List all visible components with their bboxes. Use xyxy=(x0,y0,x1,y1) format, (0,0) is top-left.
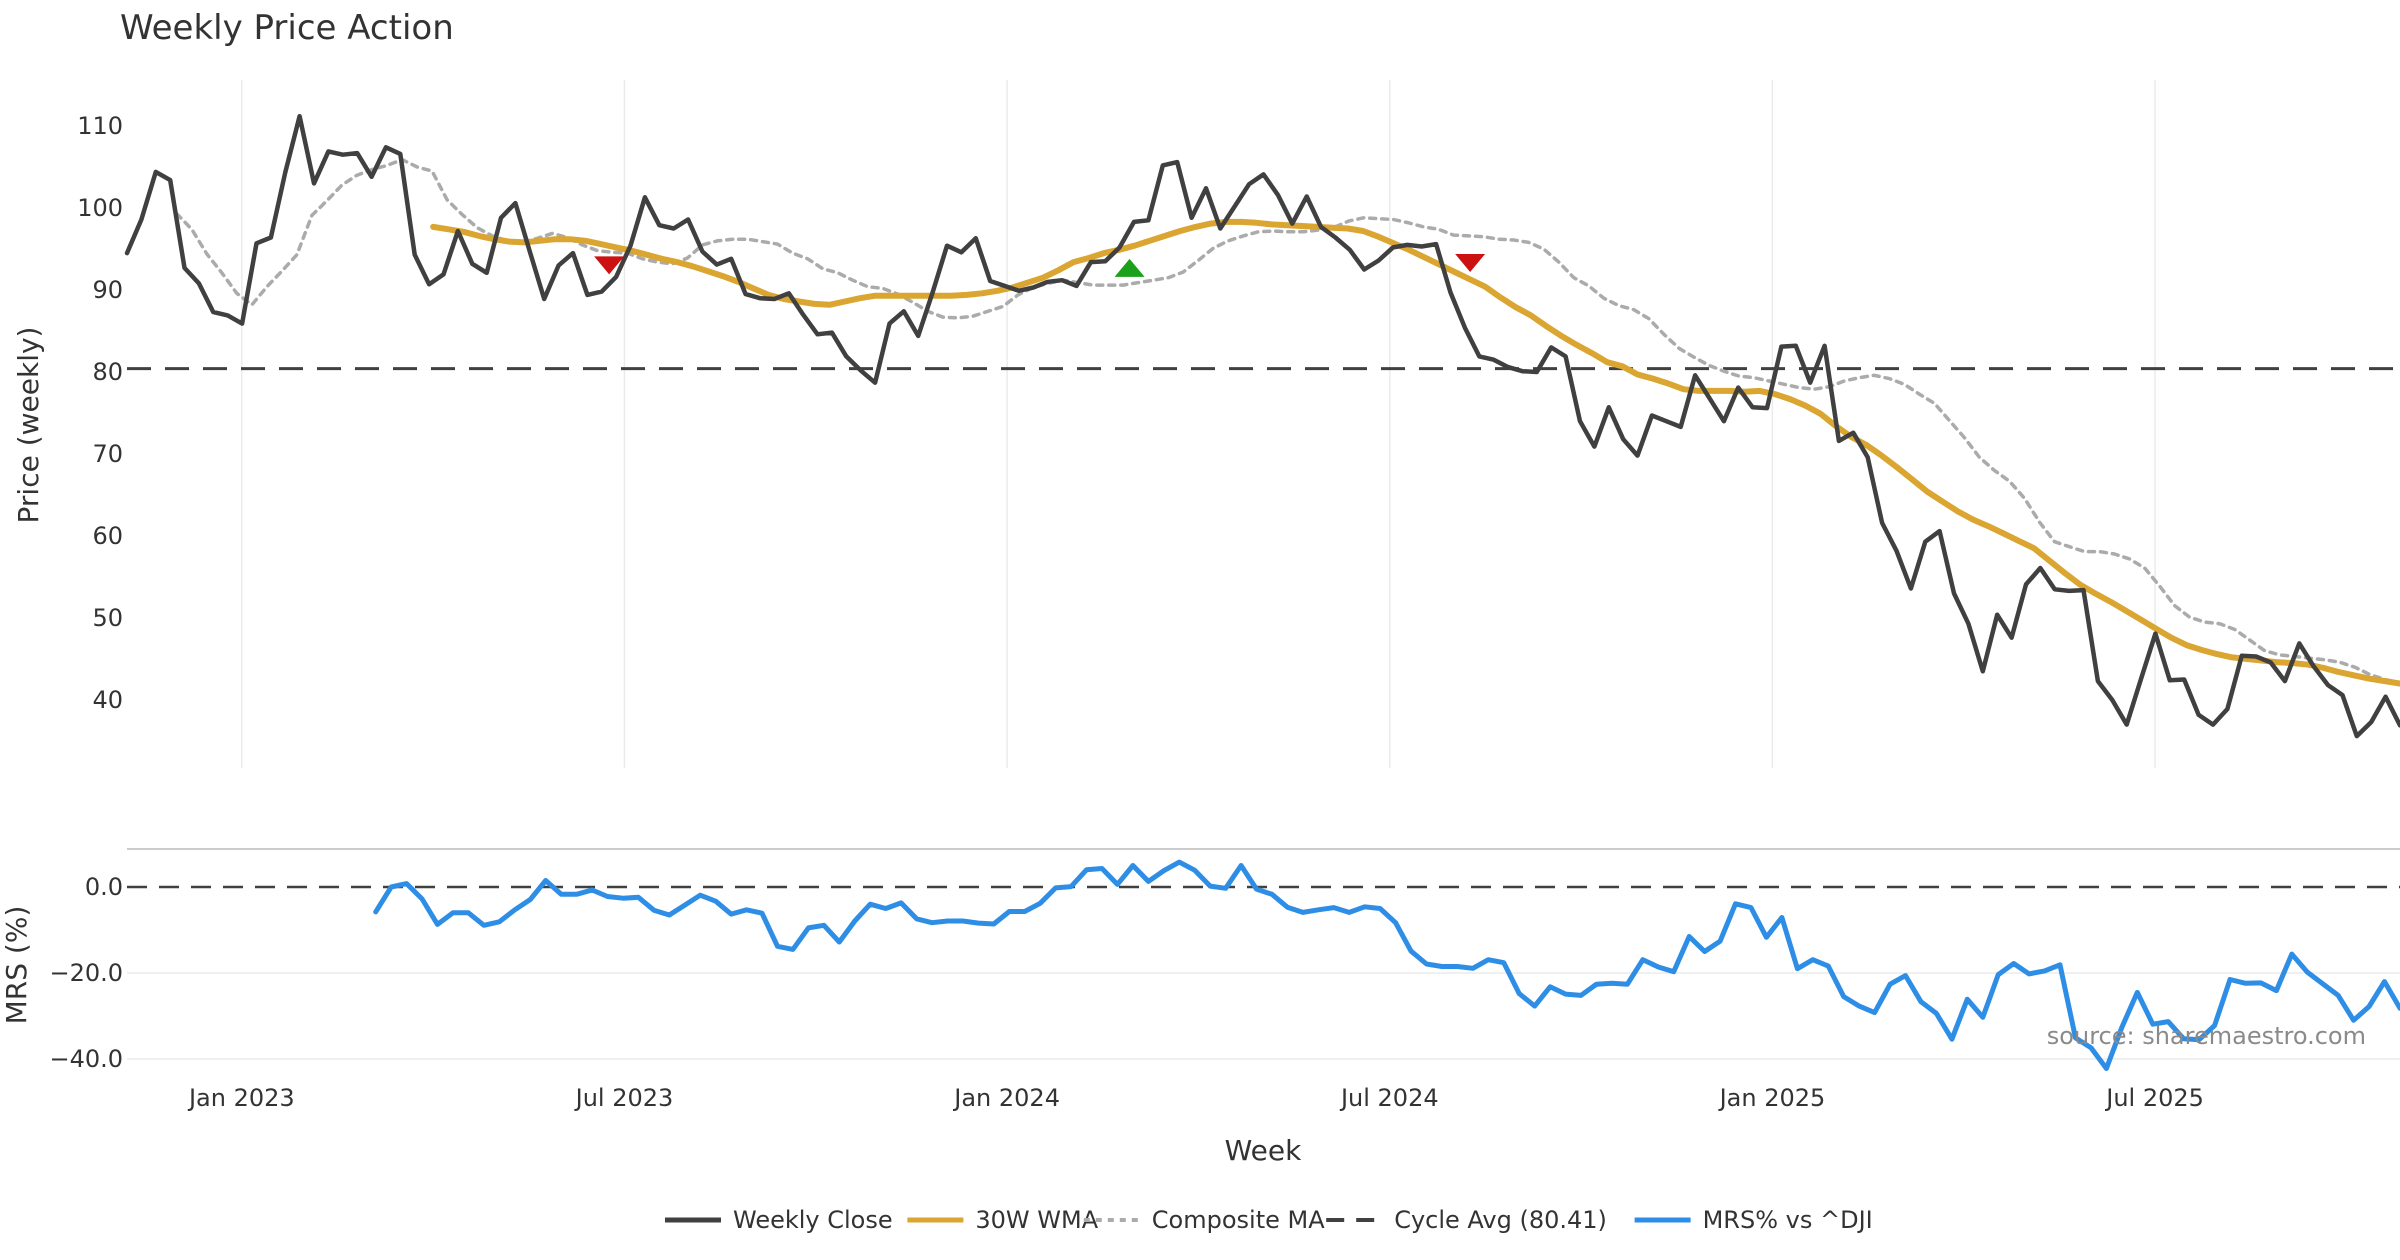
mrs-y-axis-label: MRS (%) xyxy=(0,906,33,1025)
mrs-line xyxy=(373,859,2400,1071)
legend-label: 30W WMA xyxy=(975,1206,1098,1234)
price-y-tick-label: 70 xyxy=(92,440,123,468)
legend-item: 30W WMA xyxy=(907,1206,1099,1234)
sell-signal-marker xyxy=(1455,253,1486,272)
legend-item: Composite MA xyxy=(1083,1206,1325,1234)
price-y-ticks: 40 50 60 70 80 90 100 110 xyxy=(77,112,123,714)
legend-label: Weekly Close xyxy=(733,1206,893,1234)
chart-title: Weekly Price Action xyxy=(120,8,454,48)
price-panel-gridlines xyxy=(241,80,2156,768)
signal-markers xyxy=(594,253,1486,277)
price-y-tick-label: 60 xyxy=(92,522,123,550)
weekly-close-line xyxy=(124,113,2400,739)
legend-item: Cycle Avg (80.41) xyxy=(1326,1206,1607,1234)
source-note: source: sharemaestro.com xyxy=(2047,1022,2366,1050)
price-y-axis-label: Price (weekly) xyxy=(12,327,45,524)
price-series-group xyxy=(124,113,2400,739)
x-ticks: Jan 2023 Jul 2023 Jan 2024 Jul 2024 Jan 2025… xyxy=(187,1084,2204,1112)
composite-ma-line xyxy=(174,157,2400,685)
x-tick-label: Jan 2024 xyxy=(952,1084,1060,1112)
mrs-y-tick-label: 0.0 xyxy=(85,873,123,901)
x-tick-label: Jan 2023 xyxy=(187,1084,295,1112)
x-tick-label: Jan 2025 xyxy=(1718,1084,1826,1112)
mrs-y-ticks: 0.0 −20.0 −40.0 xyxy=(49,873,123,1073)
mrs-y-tick-label: −20.0 xyxy=(49,959,123,987)
legend-label: MRS% vs ^DJI xyxy=(1703,1206,1873,1234)
legend-label: Cycle Avg (80.41) xyxy=(1394,1206,1607,1234)
mrs-y-tick-label: −40.0 xyxy=(49,1045,123,1073)
x-tick-label: Jul 2025 xyxy=(2104,1084,2204,1112)
legend-item: MRS% vs ^DJI xyxy=(1634,1206,1873,1234)
x-tick-label: Jul 2023 xyxy=(574,1084,674,1112)
price-y-tick-label: 100 xyxy=(77,194,123,222)
sell-signal-marker xyxy=(594,256,625,275)
price-y-tick-label: 90 xyxy=(92,276,123,304)
mrs-series-group xyxy=(373,859,2400,1071)
price-y-tick-label: 50 xyxy=(92,604,123,632)
buy-signal-marker xyxy=(1114,258,1145,277)
price-y-tick-label: 110 xyxy=(77,112,123,140)
x-tick-label: Jul 2024 xyxy=(1339,1084,1439,1112)
mrs-panel-gridlines xyxy=(127,972,2400,1060)
legend-label: Composite MA xyxy=(1152,1206,1325,1234)
x-axis-label: Week xyxy=(1225,1134,1302,1167)
price-y-tick-label: 40 xyxy=(92,686,123,714)
price-y-tick-label: 80 xyxy=(92,358,123,386)
legend: Weekly Close 30W WMA Composite MA Cycle Avg… xyxy=(665,1206,1873,1234)
wma-30w-line xyxy=(430,218,2400,687)
legend-item: Weekly Close xyxy=(665,1206,893,1234)
